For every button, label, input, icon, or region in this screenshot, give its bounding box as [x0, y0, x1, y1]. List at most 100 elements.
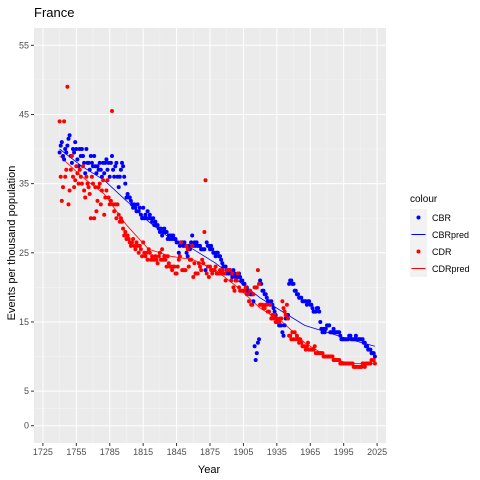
cdr-point: [72, 185, 77, 190]
cdr-point: [274, 316, 279, 321]
cbr-point: [213, 254, 218, 259]
cbr-point: [82, 160, 87, 165]
cdr-point: [125, 233, 130, 238]
cdr-point: [257, 281, 261, 286]
cbr-point: [59, 140, 64, 145]
cbr-point: [117, 174, 122, 179]
cdr-point: [150, 254, 155, 259]
cdr-point: [372, 361, 377, 366]
cdr-point: [237, 285, 241, 290]
cbr-point: [362, 340, 367, 345]
cdr-point: [82, 188, 87, 193]
x-axis-title: Year: [198, 464, 221, 476]
cdr-point: [184, 243, 189, 248]
cdr-point: [202, 230, 207, 234]
cbr-point: [309, 302, 314, 307]
cdr-point: [107, 202, 112, 207]
cdr-point: [95, 198, 100, 203]
cdr-point: [143, 254, 148, 259]
cbr-point: [151, 216, 156, 221]
cbr-point: [220, 261, 225, 266]
cdr-point: [84, 174, 89, 179]
x-tick-label: 1935: [267, 447, 287, 457]
cdr-point: [79, 181, 84, 186]
cbr-point: [102, 171, 107, 176]
cdr-point: [157, 250, 162, 255]
cdr-point: [94, 209, 99, 214]
cbr-point: [251, 299, 256, 304]
x-tick-label: 2025: [367, 447, 387, 457]
cdr-point: [204, 271, 209, 276]
cdr-point: [101, 178, 106, 183]
cdr-point: [110, 109, 114, 113]
cdr-point: [147, 250, 152, 255]
cdr-point: [277, 320, 282, 324]
cbr-point: [287, 281, 292, 286]
x-tick-label: 1905: [233, 447, 253, 457]
cdr-point: [283, 313, 288, 317]
cdr-point: [160, 247, 165, 252]
cbr-point: [153, 219, 158, 224]
cbr-point: [88, 154, 93, 158]
cdr-point: [128, 243, 133, 248]
cbr-point: [281, 333, 286, 338]
cdr-point: [304, 344, 309, 349]
data-points: [57, 84, 377, 369]
cbr-point: [190, 233, 195, 238]
x-tick-label: 1725: [33, 447, 53, 457]
cdr-point: [123, 230, 128, 234]
cdr-point: [96, 185, 101, 190]
cdr-point: [62, 119, 67, 124]
cdr-point: [223, 278, 228, 283]
cbr-point: [372, 354, 377, 359]
cdr-point: [154, 257, 159, 262]
cbr-point: [121, 164, 126, 169]
cbr-point: [73, 140, 78, 145]
cbr-point: [103, 160, 108, 165]
cdr-point: [189, 257, 194, 262]
cbr-point: [123, 181, 128, 186]
cbr-point: [95, 164, 100, 169]
cbr-point: [296, 292, 300, 297]
cdr-point: [64, 167, 69, 172]
cdr-point: [222, 271, 227, 276]
cbr-point: [291, 281, 296, 286]
cdr-point: [87, 192, 92, 196]
cbr-point: [185, 254, 190, 259]
cbr-point: [263, 292, 268, 297]
cbr-point: [87, 167, 92, 172]
x-tick-label: 1755: [66, 447, 86, 457]
cdr-point: [74, 164, 79, 169]
y-tick-label: 0: [24, 421, 29, 431]
cdr-point: [88, 216, 93, 221]
cdr-point: [260, 302, 265, 307]
cdr-point: [115, 202, 120, 207]
legend-label: CDR: [432, 247, 452, 257]
cbr-point: [147, 212, 152, 217]
cdr-point: [122, 233, 127, 238]
cdr-point: [108, 198, 113, 203]
cbr-point: [150, 219, 155, 224]
cbr-point: [67, 133, 72, 138]
cbr-point: [89, 160, 94, 165]
cdr-point: [191, 275, 196, 279]
cdr-point: [311, 347, 316, 352]
cdr-point: [102, 212, 107, 217]
cdr-point: [86, 185, 91, 190]
cdr-point: [212, 268, 217, 273]
cbr-point: [177, 243, 182, 248]
cbr-point: [128, 198, 133, 203]
cbr-point: [346, 337, 351, 342]
cdr-point: [155, 261, 160, 266]
cbr-point: [322, 330, 327, 335]
cbr-point: [299, 295, 304, 300]
x-axis-ticks: 1725 1755 1785 1815 1845 1875 1905 1935 1965 1995…: [33, 443, 387, 457]
cdr-point: [199, 268, 204, 273]
cbr-point: [323, 326, 328, 331]
cbr-point: [348, 333, 353, 338]
legend-label: CBRpred: [432, 230, 469, 240]
cbr-point: [317, 309, 322, 314]
cdr-point: [337, 358, 342, 362]
cdr-point: [280, 299, 285, 304]
